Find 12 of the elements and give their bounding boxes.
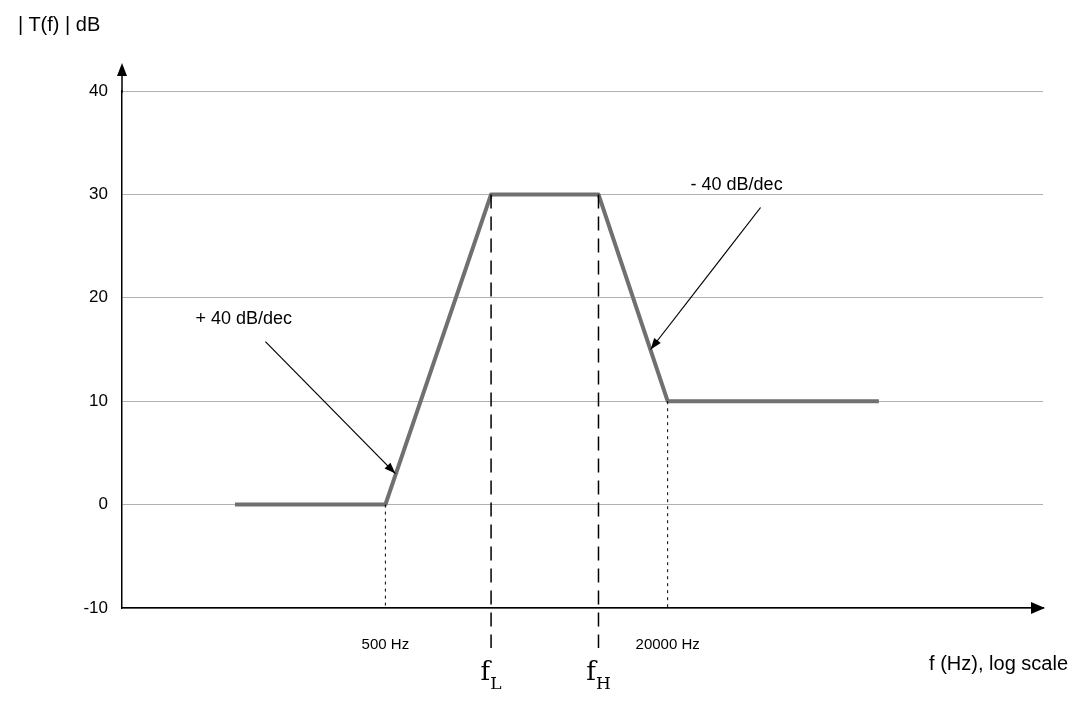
x-tick-label: 500 Hz [361,635,410,653]
annotation: - 40 dB/dec [690,173,783,194]
y-tick-label: 40 [89,80,108,100]
y-tick-label: 30 [89,184,108,204]
x-axis-title: f (Hz), log scale [929,652,1069,674]
y-tick-label: 0 [98,494,108,514]
y-axis-title: | T(f) | dB [18,13,101,35]
y-tick-label: 20 [89,287,108,307]
y-tick-label: -10 [83,597,108,617]
x-tick-label: 20000 Hz [635,635,700,653]
annotation: + 40 dB/dec [195,307,292,328]
y-tick-label: 10 [89,390,108,410]
